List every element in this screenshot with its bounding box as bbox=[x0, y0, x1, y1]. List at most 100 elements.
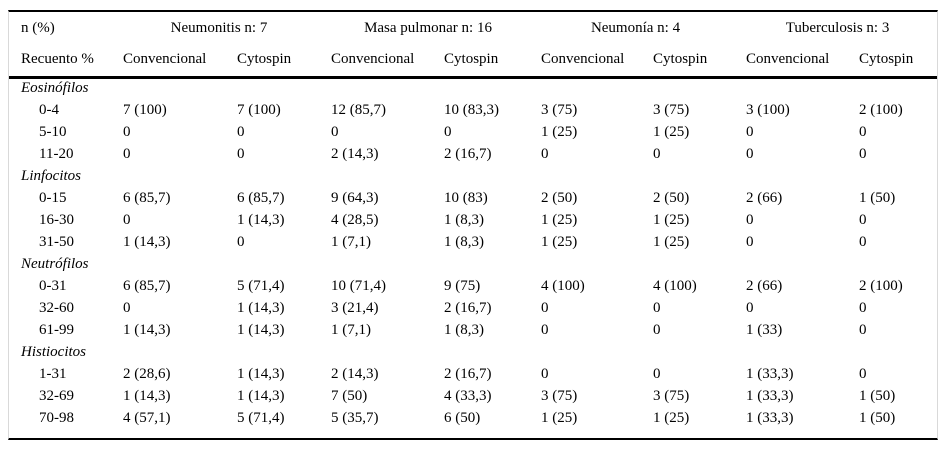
data-cell: 3 (75) bbox=[653, 101, 690, 118]
table-row: 1-31 2 (28,6) 1 (14,3) 2 (14,3) 2 (16,7) 0 0 1 … bbox=[9, 363, 937, 385]
subheader-cytospin: Cytospin bbox=[645, 44, 739, 79]
data-cell: 1 (50) bbox=[859, 189, 896, 206]
data-cell: 6 (85,7) bbox=[123, 277, 171, 294]
data-cell: 0 bbox=[123, 145, 131, 162]
data-cell: 1 (8,3) bbox=[444, 233, 485, 250]
recuento-header: Recuento % bbox=[9, 44, 115, 79]
data-cell: 9 (75) bbox=[444, 277, 481, 294]
data-cell: 2 (100) bbox=[859, 101, 903, 118]
group-header-neumonia: Neumonía n: 4 bbox=[590, 19, 681, 36]
data-cell: 1 (33,3) bbox=[746, 365, 794, 382]
row-label: 16-30 bbox=[39, 211, 74, 228]
data-cell: 4 (100) bbox=[653, 277, 697, 294]
section-row: Linfocitos bbox=[9, 165, 937, 187]
data-cell: 10 (83,3) bbox=[444, 101, 500, 118]
data-cell: 1 (25) bbox=[541, 233, 578, 250]
group-header-neumonitis: Neumonitis n: 7 bbox=[170, 19, 268, 36]
row-label: 32-60 bbox=[39, 299, 74, 316]
data-cell: 1 (7,1) bbox=[331, 321, 372, 338]
data-cell: 1 (8,3) bbox=[444, 321, 485, 338]
subheader-row: Recuento % Convencional Cytospin Convenc… bbox=[9, 44, 938, 79]
table-row: 5-10 0 0 0 0 1 (25) 1 (25) 0 0 bbox=[9, 121, 937, 143]
data-cell: 0 bbox=[746, 211, 754, 228]
data-cell: 2 (16,7) bbox=[444, 145, 492, 162]
table-row: 32-60 0 1 (14,3) 3 (21,4) 2 (16,7) 0 0 0 0 bbox=[9, 297, 937, 319]
data-cell: 0 bbox=[859, 233, 867, 250]
data-cell: 1 (8,3) bbox=[444, 211, 485, 228]
data-cell: 5 (71,4) bbox=[237, 409, 285, 426]
data-cell: 6 (50) bbox=[444, 409, 481, 426]
data-cell: 2 (16,7) bbox=[444, 299, 492, 316]
row-label: 70-98 bbox=[39, 409, 74, 426]
data-cell: 4 (33,3) bbox=[444, 387, 492, 404]
data-cell: 0 bbox=[541, 145, 549, 162]
data-cell: 1 (50) bbox=[859, 387, 896, 404]
results-table-container: n (%) Neumonitis n: 7 Masa pulmonar n: 1… bbox=[8, 10, 938, 440]
data-cell: 1 (25) bbox=[653, 233, 690, 250]
section-row: Histiocitos bbox=[9, 341, 937, 363]
data-cell: 9 (64,3) bbox=[331, 189, 379, 206]
group-header-tuberculosis: Tuberculosis n: 3 bbox=[785, 19, 890, 36]
cell-count-results-table: n (%) Neumonitis n: 7 Masa pulmonar n: 1… bbox=[9, 12, 938, 438]
data-cell: 0 bbox=[123, 211, 131, 228]
subheader-convencional: Convencional bbox=[738, 44, 852, 79]
data-cell: 1 (25) bbox=[653, 409, 690, 426]
data-cell: 4 (100) bbox=[541, 277, 585, 294]
table-row: 32-69 1 (14,3) 1 (14,3) 7 (50) 4 (33,3) 3 (75… bbox=[9, 385, 937, 407]
data-cell: 1 (14,3) bbox=[123, 387, 171, 404]
data-cell: 0 bbox=[541, 299, 549, 316]
data-cell: 3 (75) bbox=[541, 387, 578, 404]
data-cell: 1 (25) bbox=[541, 123, 578, 140]
data-cell: 1 (33,3) bbox=[746, 409, 794, 426]
data-cell: 0 bbox=[746, 233, 754, 250]
data-cell: 1 (33,3) bbox=[746, 387, 794, 404]
data-cell: 1 (14,3) bbox=[237, 299, 285, 316]
subheader-cytospin: Cytospin bbox=[229, 44, 324, 79]
table-row: 16-30 0 1 (14,3) 4 (28,5) 1 (8,3) 1 (25) 1 (25… bbox=[9, 209, 937, 231]
table-row: 0-15 6 (85,7) 6 (85,7) 9 (64,3) 10 (83) 2 (50… bbox=[9, 187, 937, 209]
data-cell: 0 bbox=[653, 299, 661, 316]
section-name: Neutrófilos bbox=[21, 255, 89, 272]
data-cell: 1 (25) bbox=[541, 211, 578, 228]
data-cell: 1 (25) bbox=[541, 409, 578, 426]
data-cell: 0 bbox=[123, 299, 131, 316]
data-cell: 1 (14,3) bbox=[123, 233, 171, 250]
data-cell: 10 (83) bbox=[444, 189, 488, 206]
data-cell: 0 bbox=[541, 321, 549, 338]
table-row: 0-4 7 (100) 7 (100) 12 (85,7) 10 (83,3) 3 (75… bbox=[9, 99, 937, 121]
data-cell: 7 (100) bbox=[237, 101, 281, 118]
data-cell: 0 bbox=[123, 123, 131, 140]
data-cell: 3 (75) bbox=[653, 387, 690, 404]
data-cell: 4 (28,5) bbox=[331, 211, 379, 228]
data-cell: 2 (14,3) bbox=[331, 145, 379, 162]
subheader-convencional: Convencional bbox=[533, 44, 646, 79]
data-cell: 0 bbox=[859, 145, 867, 162]
data-cell: 0 bbox=[653, 321, 661, 338]
section-name: Eosinófilos bbox=[21, 80, 89, 97]
data-cell: 2 (100) bbox=[859, 277, 903, 294]
row-label: 61-99 bbox=[39, 321, 74, 338]
data-cell: 1 (50) bbox=[859, 409, 896, 426]
data-cell: 1 (25) bbox=[653, 123, 690, 140]
subheader-convencional: Convencional bbox=[323, 44, 437, 79]
data-cell: 0 bbox=[653, 365, 661, 382]
data-cell: 2 (50) bbox=[653, 189, 690, 206]
data-cell: 0 bbox=[859, 299, 867, 316]
section-name: Linfocitos bbox=[21, 167, 82, 184]
row-label: 11-20 bbox=[39, 145, 74, 162]
data-cell: 2 (66) bbox=[746, 277, 783, 294]
data-cell: 2 (66) bbox=[746, 189, 783, 206]
data-cell: 1 (14,3) bbox=[237, 365, 285, 382]
data-cell: 10 (71,4) bbox=[331, 277, 387, 294]
table-row: 11-20 0 0 2 (14,3) 2 (16,7) 0 0 0 0 bbox=[9, 143, 937, 165]
section-row: Neutrófilos bbox=[9, 253, 937, 275]
row-label: 1-31 bbox=[39, 365, 67, 382]
data-cell: 0 bbox=[237, 123, 245, 140]
data-cell: 1 (25) bbox=[653, 211, 690, 228]
data-cell: 0 bbox=[859, 211, 867, 228]
row-label: 0-15 bbox=[39, 189, 67, 206]
section-name: Histiocitos bbox=[21, 343, 87, 360]
data-cell: 5 (35,7) bbox=[331, 409, 379, 426]
n-percent-header: n (%) bbox=[21, 19, 55, 36]
subheader-convencional: Convencional bbox=[115, 44, 229, 79]
